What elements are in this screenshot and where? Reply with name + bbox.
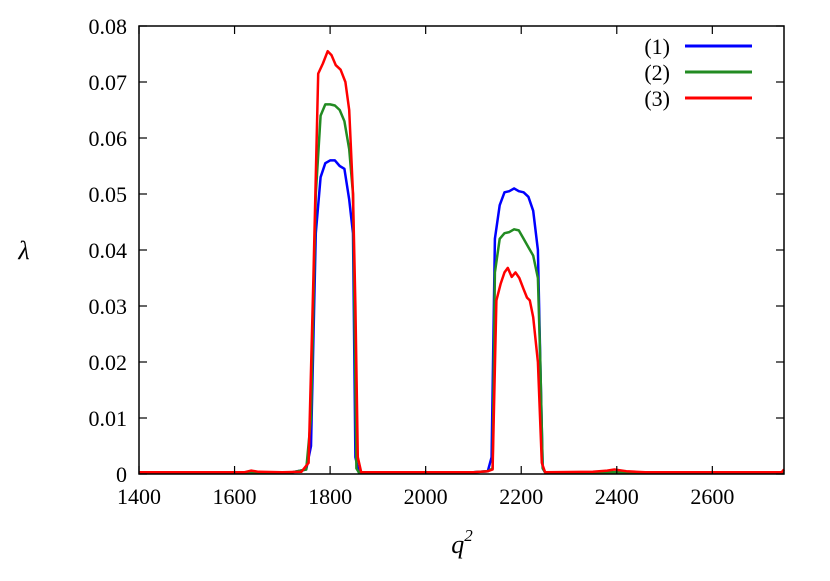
series-line-2: [139, 103, 784, 474]
x-axis-label: q2: [451, 526, 473, 559]
y-tick-label: 0.05: [89, 182, 128, 207]
plot-frame: [138, 25, 785, 475]
x-tick-label: 2200: [499, 484, 543, 509]
legend: (1)(2)(3): [644, 34, 752, 111]
y-tick-label: 0.06: [89, 126, 128, 151]
x-tick-label: 2000: [404, 484, 448, 509]
legend-label-2: (2): [644, 60, 670, 85]
y-tick-label: 0: [116, 462, 127, 487]
y-tick-label: 0.07: [89, 70, 128, 95]
series-line-3: [139, 49, 785, 474]
y-tick-label: 0.02: [89, 350, 128, 375]
x-tick-label: 1800: [308, 484, 352, 509]
x-tick-label: 2400: [595, 484, 639, 509]
y-tick-label: 0.03: [89, 294, 128, 319]
y-ticks: 0 0.01 0.02 0.03 0.04 0.05 0.06 0.07 0.08: [89, 14, 784, 487]
y-tick-label: 0.08: [89, 14, 128, 39]
legend-label-1: (1): [644, 34, 670, 59]
x-tick-label: 2600: [690, 484, 734, 509]
x-ticks: 1400 1600 1800 2000 2200 2400 2600: [117, 26, 734, 509]
x-axis-label-sup: 2: [464, 526, 473, 545]
x-axis-label-base: q: [451, 530, 464, 559]
plot-area: 1400 1600 1800 2000 2200 2400 2600 0 0.01 0.02 0.…: [89, 14, 785, 509]
y-tick-label: 0.01: [89, 406, 128, 431]
y-axis-label: λ: [17, 236, 29, 265]
series-line-1: [139, 159, 784, 474]
x-tick-label: 1600: [213, 484, 257, 509]
series-lines: [139, 49, 785, 474]
y-tick-label: 0.04: [89, 238, 128, 263]
x-tick-label: 1400: [117, 484, 161, 509]
legend-label-3: (3): [644, 86, 670, 111]
